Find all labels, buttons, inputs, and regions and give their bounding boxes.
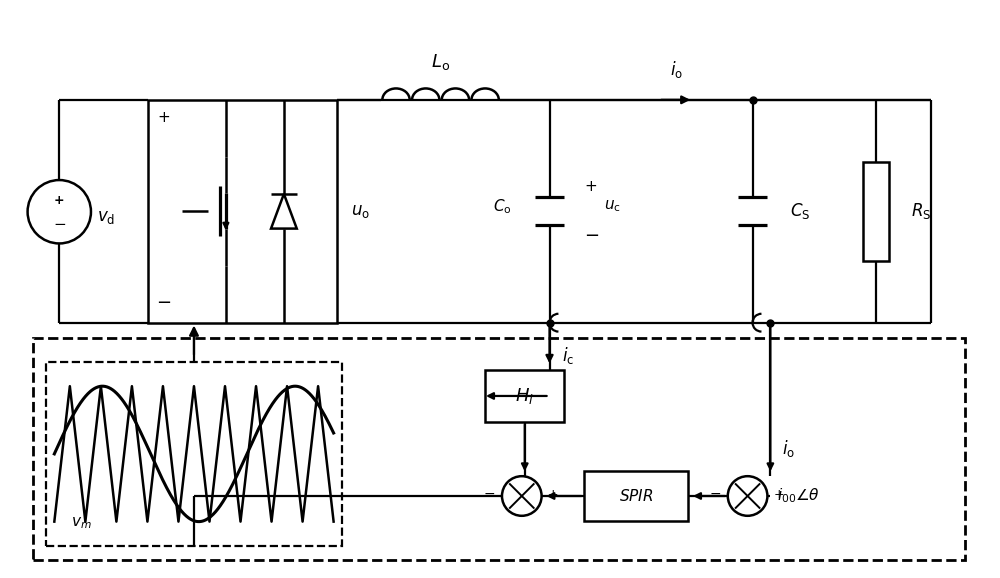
- Text: $v_{m}$: $v_{m}$: [71, 515, 92, 531]
- Circle shape: [502, 476, 542, 516]
- Text: $u_{\rm o}$: $u_{\rm o}$: [351, 202, 370, 220]
- Circle shape: [728, 476, 767, 516]
- Text: +: +: [584, 179, 597, 194]
- Text: $SPIR$: $SPIR$: [619, 488, 653, 504]
- Text: $i_{\rm o}$: $i_{\rm o}$: [670, 59, 683, 80]
- Text: +: +: [773, 487, 784, 501]
- Text: $i_{00}\angle\theta$: $i_{00}\angle\theta$: [777, 487, 820, 505]
- Text: +: +: [548, 487, 558, 501]
- Text: −: −: [584, 227, 599, 245]
- Bar: [485, 370, 564, 422]
- Text: −: −: [156, 294, 171, 312]
- Text: +: +: [54, 194, 65, 208]
- Bar: [584, 471, 688, 521]
- Text: $i_{\rm c}$: $i_{\rm c}$: [562, 345, 575, 366]
- Text: $C_{\rm o}$: $C_{\rm o}$: [493, 197, 512, 216]
- Text: $i_{\rm o}$: $i_{\rm o}$: [782, 438, 795, 459]
- Text: $L_{\rm o}$: $L_{\rm o}$: [431, 52, 450, 72]
- Bar: [46, 362, 342, 546]
- Text: $R_{\rm S}$: $R_{\rm S}$: [911, 201, 931, 221]
- Text: $C_{\rm S}$: $C_{\rm S}$: [790, 201, 811, 221]
- Text: −: −: [709, 487, 721, 501]
- Text: $u_{\rm c}$: $u_{\rm c}$: [604, 198, 621, 214]
- Bar: [148, 100, 337, 323]
- Bar: [863, 162, 889, 261]
- Bar: [33, 338, 965, 560]
- Text: $H_{i}$: $H_{i}$: [515, 386, 534, 406]
- Text: −: −: [53, 217, 66, 232]
- Text: −: −: [483, 487, 495, 501]
- Text: $v_{\rm d}$: $v_{\rm d}$: [97, 208, 115, 225]
- Text: +: +: [157, 110, 170, 125]
